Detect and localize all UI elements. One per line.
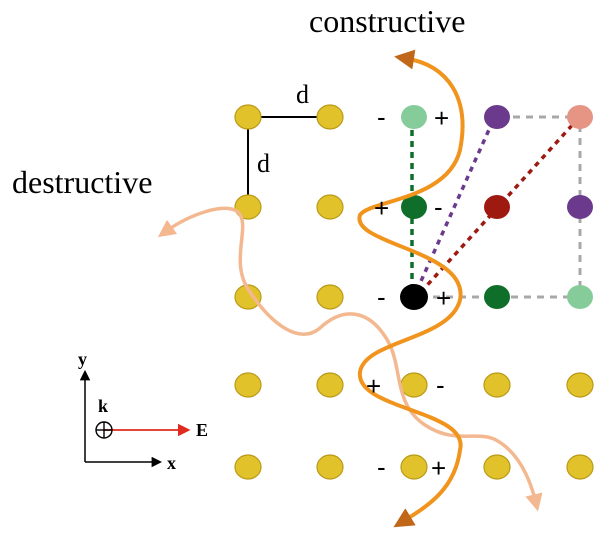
- dark-green-atom: [484, 285, 510, 309]
- constructive-label: constructive: [309, 3, 465, 39]
- sign-plus: +: [431, 453, 446, 483]
- sign-minus: -: [434, 192, 443, 222]
- sign-minus: -: [377, 102, 386, 132]
- gold-atom: [483, 372, 511, 398]
- light-green-atom: [401, 105, 427, 129]
- central-black-atom: [400, 284, 428, 310]
- gold-atom: [566, 372, 594, 398]
- sign-minus: -: [377, 452, 386, 482]
- e-label: E: [196, 420, 208, 440]
- gold-atom: [234, 194, 262, 220]
- x-axis-label: x: [167, 453, 176, 473]
- sign-plus: +: [434, 103, 449, 133]
- charge-signs: - + + - - + + - - +: [366, 102, 451, 483]
- gold-atom: [400, 372, 428, 398]
- dark-red-atom: [484, 195, 510, 219]
- gold-atom: [316, 194, 344, 220]
- destructive-label: destructive: [12, 164, 152, 200]
- gold-atom: [234, 454, 262, 480]
- destructive-wave: [157, 206, 543, 512]
- coordinate-axes: y x k E: [78, 349, 208, 473]
- spacing-label-vertical: d: [257, 149, 270, 178]
- gold-atom: [316, 284, 344, 310]
- sign-plus: +: [366, 371, 381, 401]
- constructive-wave: [357, 49, 465, 528]
- gold-atom: [316, 104, 344, 130]
- sign-minus: -: [377, 282, 386, 312]
- sign-plus: +: [374, 193, 389, 223]
- salmon-atom: [567, 105, 593, 129]
- gold-atom: [316, 454, 344, 480]
- gold-atom: [316, 372, 344, 398]
- sign-plus: +: [436, 283, 451, 313]
- y-axis-label: y: [78, 349, 87, 369]
- gold-atom: [566, 454, 594, 480]
- purple-dashed-line: [415, 122, 494, 291]
- sign-minus: -: [436, 370, 445, 400]
- gold-atom: [483, 454, 511, 480]
- k-label: k: [98, 396, 108, 416]
- light-green-atom: [567, 285, 593, 309]
- gold-atom: [234, 372, 262, 398]
- spacing-label-horizontal: d: [296, 80, 309, 109]
- purple-atom: [484, 105, 510, 129]
- purple-atom: [567, 195, 593, 219]
- gold-atom: [234, 104, 262, 130]
- gold-atom: [400, 454, 428, 480]
